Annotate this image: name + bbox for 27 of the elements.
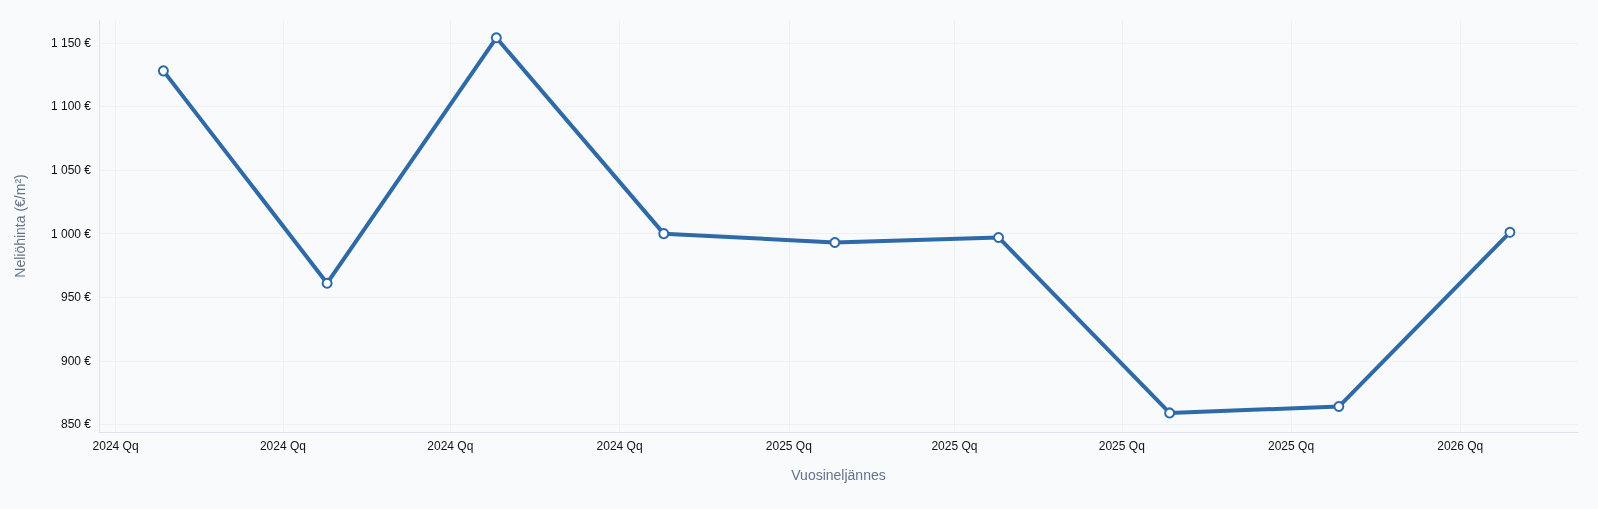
y-axis-title: Neliöhinta (€/m²) <box>12 174 28 278</box>
point <box>993 231 1005 243</box>
y-tick-label: 950 € <box>60 290 92 305</box>
x-axis-title: Vuosineljännes <box>791 467 886 483</box>
point <box>1164 407 1176 419</box>
y-tick-label: 1 000 € <box>50 226 92 241</box>
point <box>321 277 333 289</box>
point <box>1504 226 1516 238</box>
x-tick-label: 2025 Qq <box>1098 439 1145 453</box>
y-tick-label: 1 100 € <box>50 99 92 114</box>
x-tick-label: 2024 Qq <box>427 439 474 453</box>
x-tick-label: 2024 Qq <box>596 439 643 453</box>
y-tick-label: 1 150 € <box>50 35 92 50</box>
x-tick-label: 2026 Qq <box>1437 439 1484 453</box>
y-tick-label: 1 050 € <box>50 163 92 178</box>
point <box>157 65 169 77</box>
point <box>658 228 670 240</box>
x-tick-label: 2025 Qq <box>765 439 812 453</box>
x-tick-label: 2024 Qq <box>259 439 306 453</box>
y-tick-label: 900 € <box>60 353 92 368</box>
x-tick-label: 2025 Qq <box>1268 439 1315 453</box>
point <box>829 237 841 249</box>
x-tick-label: 2024 Qq <box>92 439 139 453</box>
x-tick-label: 2025 Qq <box>931 439 978 453</box>
point <box>490 32 502 44</box>
point <box>1333 401 1345 413</box>
y-tick-label: 850 € <box>60 417 92 432</box>
